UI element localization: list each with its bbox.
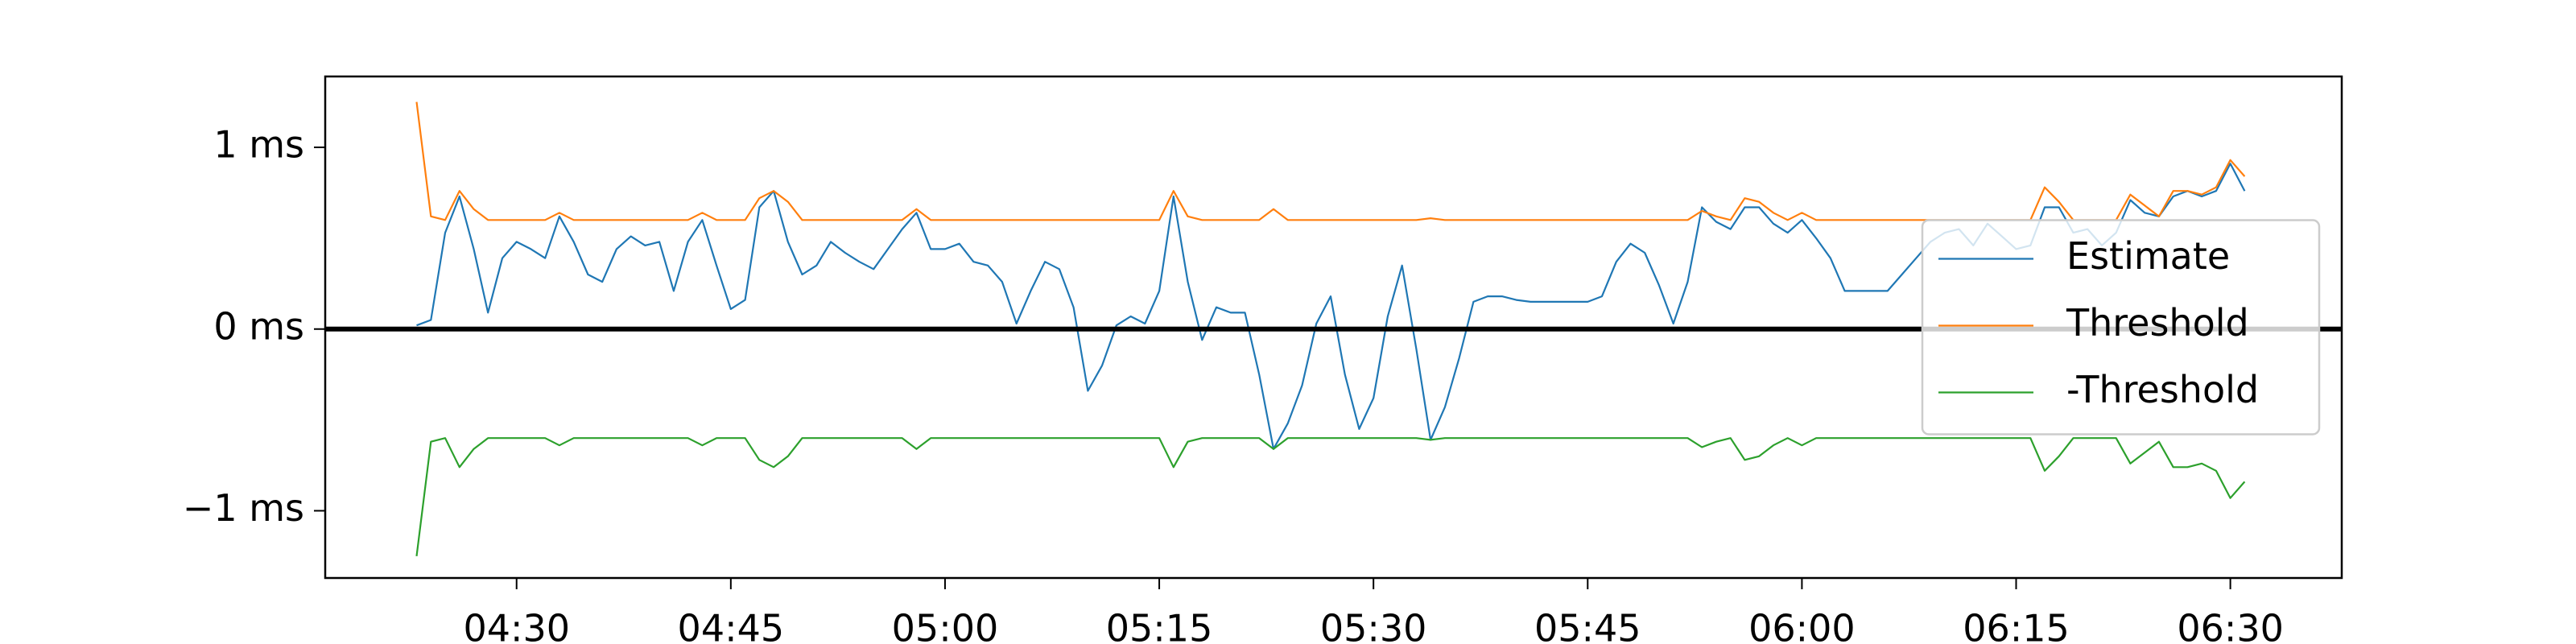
y-tick-label: 1 ms: [213, 123, 304, 167]
legend-box: [1921, 219, 2321, 436]
x-tick-label: 05:15: [1106, 607, 1213, 644]
x-tick-label: 05:00: [892, 607, 999, 644]
x-tick-label: 04:45: [678, 607, 785, 644]
series-line: [415, 437, 2246, 557]
x-tick-label: 05:45: [1534, 607, 1641, 644]
x-tick-label: 04:30: [463, 607, 570, 644]
y-tick-label: 0 ms: [213, 304, 304, 348]
y-tick-label: −1 ms: [183, 486, 304, 530]
plot-frame: [324, 75, 2343, 580]
legend-label: Threshold: [2066, 301, 2249, 345]
x-tick-label: 06:30: [2177, 607, 2284, 644]
legend-label: -Threshold: [2066, 368, 2259, 411]
legend-label: Estimate: [2066, 234, 2230, 278]
series-line: [415, 101, 2246, 221]
x-tick-label: 06:00: [1748, 607, 1856, 644]
x-tick-label: 06:15: [1963, 607, 2070, 644]
x-tick-label: 05:30: [1320, 607, 1427, 644]
